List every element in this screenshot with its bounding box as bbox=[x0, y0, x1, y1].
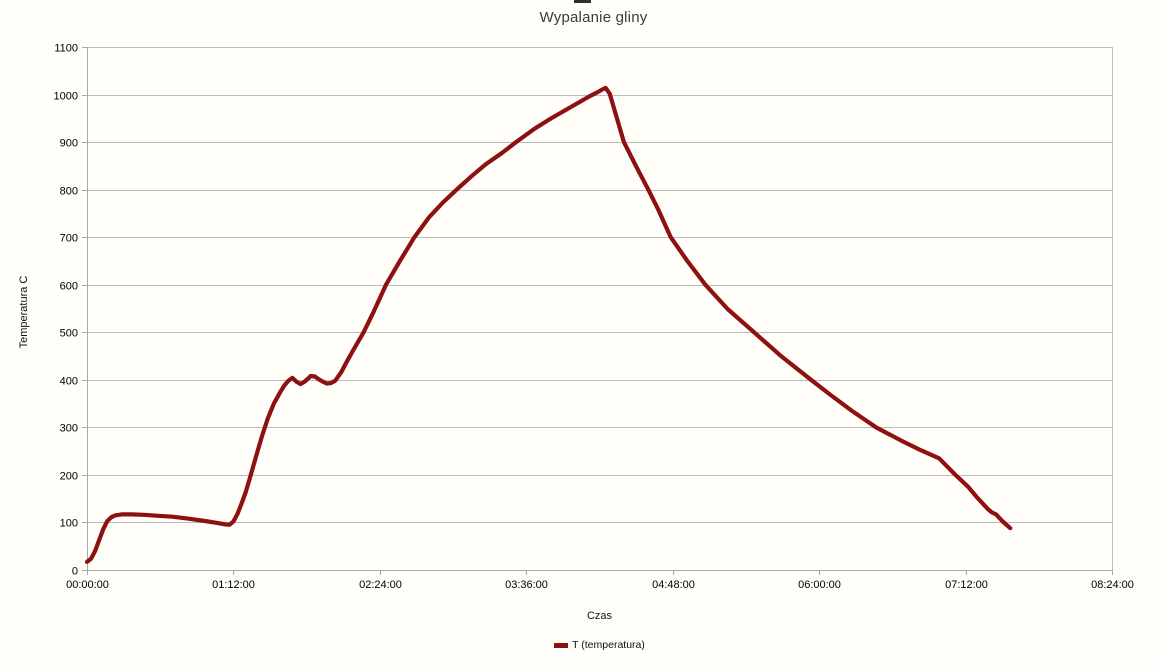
y-tick-label: 100 bbox=[60, 518, 78, 530]
x-axis-title: Czas bbox=[586, 610, 613, 622]
legend: T (temperatura) bbox=[87, 637, 1112, 653]
x-tick-label: 08:24:00 bbox=[1091, 579, 1134, 591]
y-tick-label: 0 bbox=[72, 566, 78, 578]
cropped-title-fragment bbox=[574, 0, 591, 3]
y-tick-label: 1000 bbox=[54, 91, 78, 103]
x-tick-label: 03:36:00 bbox=[505, 579, 548, 591]
y-tick-label: 400 bbox=[60, 376, 78, 388]
y-tick-label: 1100 bbox=[54, 43, 78, 55]
y-tick-label: 800 bbox=[60, 186, 78, 198]
chart-title: Wypalanie gliny bbox=[539, 9, 648, 26]
x-tick-label: 04:48:00 bbox=[652, 579, 695, 591]
y-tick-label: 900 bbox=[60, 138, 78, 150]
y-tick-label: 200 bbox=[60, 471, 78, 483]
y-tick-label: 300 bbox=[60, 423, 78, 435]
y-tick-label: 700 bbox=[60, 233, 78, 245]
y-tick-label: 500 bbox=[60, 328, 78, 340]
x-tick-label: 02:24:00 bbox=[359, 579, 402, 591]
x-tick-label: 00:00:00 bbox=[66, 579, 109, 591]
legend-series-marker bbox=[554, 642, 569, 648]
legend-series-label: T (temperatura) bbox=[572, 639, 645, 651]
x-tick-label: 01:12:00 bbox=[212, 579, 255, 591]
y-tick-label: 600 bbox=[60, 281, 78, 293]
x-tick-label: 07:12:00 bbox=[945, 579, 988, 591]
temperature-series-line bbox=[84, 85, 1013, 564]
x-tick-label: 06:00:00 bbox=[798, 579, 841, 591]
